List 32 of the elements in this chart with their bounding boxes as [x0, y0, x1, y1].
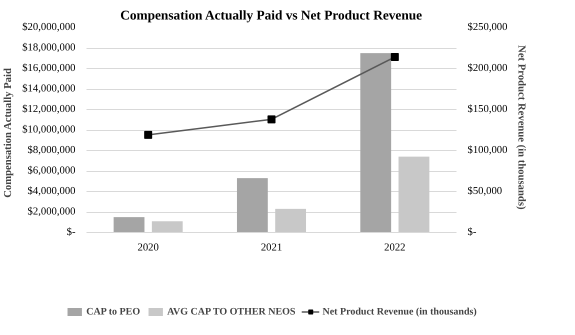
y2-axis-title: Net Product Revenue (in thousands)	[515, 45, 526, 210]
chart-title: Compensation Actually Paid vs Net Product Revenue	[120, 8, 422, 22]
legend-label: Net Product Revenue (in thousands)	[322, 306, 477, 318]
bar	[275, 208, 306, 232]
y-tick-label: $-	[66, 227, 76, 238]
x-tick-label: 2020	[138, 242, 159, 254]
y-tick-label: $20,000,000	[22, 22, 76, 33]
y2-tick-label: $200,000	[468, 63, 508, 74]
bar	[152, 221, 183, 232]
y-tick-label: $4,000,000	[28, 186, 76, 197]
y-tick-label: $14,000,000	[22, 84, 76, 94]
bar	[398, 156, 430, 232]
y-tick-label: $10,000,000	[22, 124, 76, 136]
legend-label: AVG CAP TO OTHER NEOS	[167, 306, 296, 318]
y-tick-label: $6,000,000	[28, 166, 76, 176]
legend-label: CAP to PEO	[86, 306, 140, 318]
y-tick-label: $8,000,000	[28, 145, 76, 156]
y2-tick-label: $150,000	[468, 104, 508, 115]
y2-tick-label: $100,000	[468, 145, 508, 156]
x-tick-label: 2022	[384, 242, 406, 254]
y2-tick-label: $-	[468, 227, 477, 238]
y2-tick-label: $50,000	[468, 186, 502, 197]
y-tick-label: $12,000,000	[22, 104, 76, 115]
y-axis-title: Compensation Actually Paid	[3, 68, 14, 198]
bar	[360, 53, 392, 232]
bar	[114, 217, 144, 232]
bar	[236, 178, 268, 232]
y-tick-label: $18,000,000	[22, 42, 76, 54]
y-tick-label: $2,000,000	[28, 206, 76, 218]
y2-tick-label: $250,000	[468, 22, 508, 33]
y-tick-label: $16,000,000	[22, 63, 76, 74]
x-tick-label: 2021	[260, 242, 282, 254]
